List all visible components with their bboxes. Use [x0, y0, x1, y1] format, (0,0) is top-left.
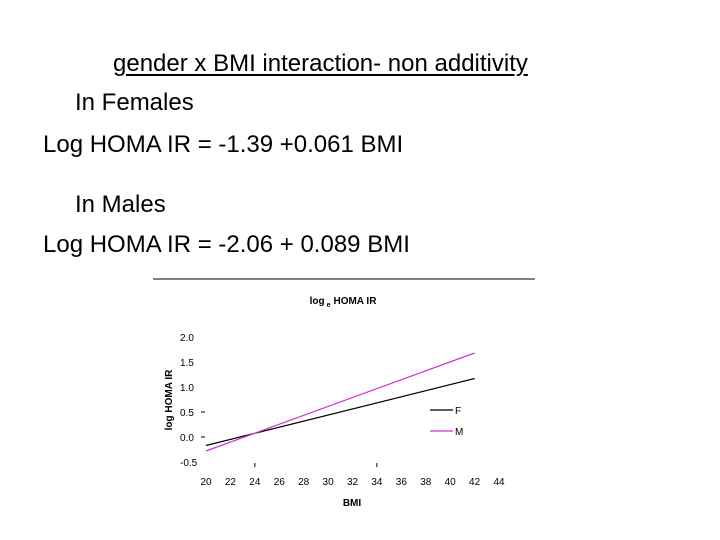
series-line-f — [205, 377, 475, 447]
x-tick-label: 20 — [200, 477, 212, 488]
x-tick-label: 22 — [225, 477, 237, 488]
legend-label-m: M — [455, 427, 463, 438]
chart-title: log e HOMA IR — [310, 296, 378, 309]
series-line-m — [205, 352, 475, 452]
y-tick-label: 0.5 — [180, 408, 194, 419]
x-tick-label: 42 — [469, 477, 481, 488]
x-axis-title: BMI — [343, 498, 362, 509]
x-tick-label: 34 — [371, 477, 383, 488]
y-tick-label: 2.0 — [180, 333, 194, 344]
females-equation: Log HOMA IR = -1.39 +0.061 BMI — [43, 131, 404, 158]
x-tick-label: 32 — [347, 477, 359, 488]
females-label: In Females — [75, 89, 194, 116]
y-axis-title: log HOMA IR — [164, 369, 175, 431]
x-tick-label: 30 — [323, 477, 335, 488]
x-tick-label: 36 — [396, 477, 408, 488]
x-tick-label: 44 — [493, 477, 505, 488]
x-tick-label: 28 — [298, 477, 310, 488]
y-tick-label: 1.5 — [180, 358, 194, 369]
legend-label-f: F — [455, 406, 461, 417]
slide-title: gender x BMI interaction- non additivity — [113, 50, 528, 77]
x-tick-label: 38 — [420, 477, 432, 488]
x-tick-label: 26 — [274, 477, 286, 488]
x-tick-label: 40 — [445, 477, 457, 488]
males-equation: Log HOMA IR = -2.06 + 0.089 BMI — [43, 231, 410, 258]
x-tick-label: 24 — [249, 477, 261, 488]
y-tick-label: 0.0 — [180, 433, 194, 444]
y-tick-label: 1.0 — [180, 383, 194, 394]
y-tick-label: -0.5 — [180, 458, 198, 469]
males-label: In Males — [75, 191, 166, 218]
